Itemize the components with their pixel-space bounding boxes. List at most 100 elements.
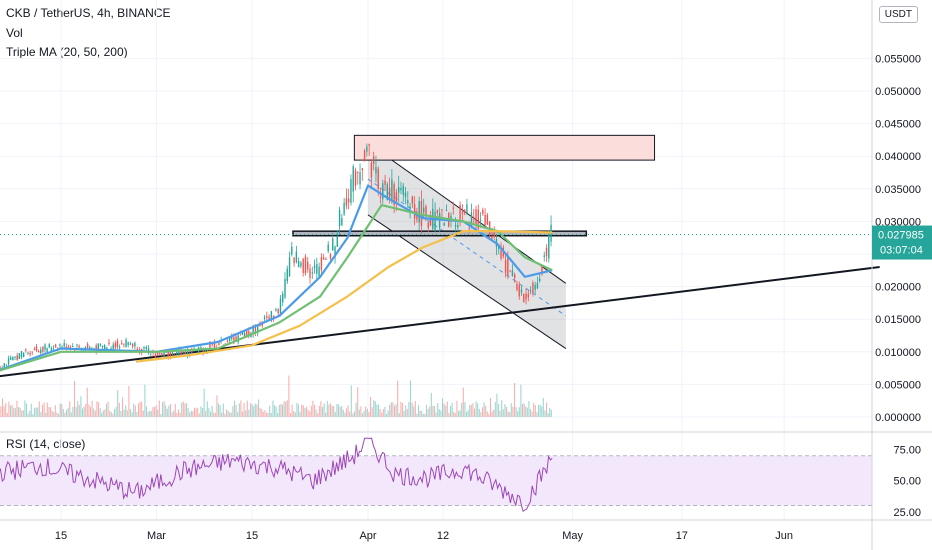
candle-body: [191, 349, 193, 353]
candle-body: [211, 343, 213, 345]
volume-bar: [525, 406, 527, 417]
volume-bar: [6, 412, 8, 417]
volume-bar: [120, 411, 122, 417]
candle-body: [484, 214, 486, 226]
volume-bar: [0, 406, 2, 417]
volume-bar: [264, 410, 266, 417]
candle-body: [318, 266, 320, 277]
volume-bar: [160, 413, 162, 417]
candle-body: [40, 349, 42, 354]
volume-bar: [425, 404, 428, 417]
volume-bar: [142, 410, 144, 417]
volume-bar: [281, 404, 284, 417]
volume-bar: [288, 375, 290, 417]
volume-bar: [107, 401, 109, 417]
candle-body: [529, 290, 532, 292]
volume-bar: [529, 409, 532, 417]
volume-bar: [147, 411, 149, 417]
candle-body: [108, 342, 110, 344]
volume-bar: [109, 410, 111, 417]
volume-bar: [357, 387, 359, 417]
volume-bar: [265, 412, 268, 417]
candle-body: [279, 298, 282, 315]
volume-bar: [88, 404, 90, 417]
volume-bar: [93, 408, 95, 417]
volume-bar: [149, 410, 151, 417]
volume-bar: [30, 403, 32, 417]
candle-body: [33, 349, 36, 351]
volume-bar: [54, 405, 56, 417]
volume-bar: [493, 409, 495, 417]
volume-bar: [403, 410, 405, 417]
volume-bar: [496, 393, 498, 417]
candle-body: [202, 348, 204, 353]
volume-bar: [545, 402, 548, 417]
candle-body: [206, 349, 209, 352]
candle-body: [37, 350, 40, 353]
candle-body: [44, 344, 46, 350]
candle-body: [76, 344, 78, 346]
candle-body: [286, 268, 288, 282]
candle-body: [382, 183, 384, 200]
volume-bar: [397, 380, 399, 417]
candle-body: [270, 311, 273, 321]
candle-body: [275, 309, 277, 311]
candle-body: [366, 146, 368, 152]
volume-bar: [32, 413, 34, 417]
volume-bar: [286, 400, 288, 417]
candle-body: [20, 351, 23, 358]
candle-body: [543, 255, 545, 257]
volume-bar: [360, 406, 362, 417]
volume-bar: [195, 408, 197, 417]
volume-bar: [469, 405, 471, 417]
volume-bar: [515, 407, 517, 417]
volume-bar: [350, 385, 352, 417]
candle-body: [67, 346, 70, 348]
rsi-tick-label: 50.00: [893, 476, 921, 488]
candle-body: [291, 246, 293, 255]
candle-body: [52, 348, 55, 350]
candle-body: [511, 270, 514, 277]
volume-bar: [376, 404, 378, 417]
candle-body: [418, 201, 420, 223]
volume-bar: [384, 406, 386, 417]
volume-bar: [169, 404, 172, 417]
volume-bar: [121, 397, 124, 417]
volume-bar: [94, 410, 96, 417]
volume-bar: [353, 411, 356, 417]
volume-bar: [309, 411, 311, 417]
volume-bar: [225, 409, 228, 417]
candle-body: [513, 274, 516, 278]
volume-bar: [112, 413, 114, 417]
candle-body: [325, 258, 327, 260]
volume-bar: [206, 401, 208, 417]
y-tick-label: 0.010000: [875, 347, 921, 359]
currency-button[interactable]: USDT: [878, 6, 918, 23]
volume-bar: [77, 401, 79, 417]
volume-bar: [67, 407, 69, 417]
candle-body: [131, 343, 134, 347]
channel-lower-line: [367, 214, 567, 349]
candle-body: [97, 343, 100, 349]
volume-bar: [453, 411, 455, 417]
candle-body: [359, 172, 361, 185]
volume-bar: [173, 410, 175, 417]
volume-bar: [152, 407, 154, 417]
volume-bar: [14, 408, 16, 417]
volume-bar: [128, 385, 130, 417]
volume-bar: [62, 408, 64, 417]
volume-bar: [310, 405, 312, 417]
candle-body: [31, 351, 33, 353]
candle-body: [0, 366, 1, 369]
candle-body: [231, 337, 233, 339]
candle-body: [163, 351, 165, 357]
candle-body: [443, 223, 445, 226]
volume-bar: [64, 412, 66, 417]
volume-bar: [499, 410, 501, 417]
price-badge-value: 0.027985: [878, 230, 924, 242]
volume-bar: [56, 412, 58, 417]
volume-bar: [235, 404, 237, 417]
volume-bar: [189, 412, 191, 417]
volume-bar: [238, 403, 240, 417]
volume-bar: [158, 400, 160, 417]
